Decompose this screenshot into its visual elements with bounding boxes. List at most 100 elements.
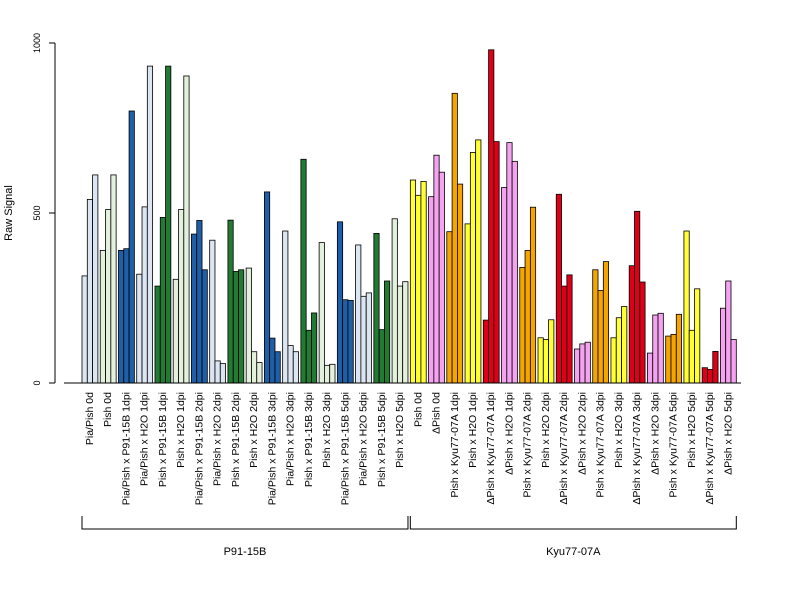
category-label: ΔPish x H2O 5dpi [722, 392, 734, 475]
bar [196, 220, 203, 384]
bar [628, 265, 635, 384]
bar [282, 230, 289, 384]
category-label: Pia/Pish x P91-15B 3dpi [266, 392, 278, 505]
bar [99, 249, 106, 384]
bar [475, 139, 482, 384]
category-label: ΔPish 0d [431, 392, 443, 434]
bar [707, 368, 714, 384]
category-label: Pish x H2O 3dpi [613, 392, 625, 468]
bar [329, 363, 336, 384]
bar [232, 271, 239, 384]
category-label: Pia/Pish x P91-15B 2dpi [193, 392, 205, 505]
bar [615, 317, 622, 384]
category-label: Pish x H2O 1dpi [175, 392, 187, 468]
category-label: Pia/Pish x H2O 3dpi [285, 392, 297, 486]
category-label: Pia/Pish x H2O 2dpi [212, 392, 224, 486]
bar [159, 217, 166, 384]
bar [720, 307, 727, 384]
category-label: ΔPish x Kyu77-07A 2dpi [558, 392, 570, 505]
category-label: Pish x H2O 2dpi [540, 392, 552, 468]
bar [238, 269, 245, 384]
bar [602, 261, 610, 384]
category-label: Pish x P91-15B 1dpi [157, 392, 169, 487]
bar [712, 350, 719, 384]
bar [415, 194, 422, 384]
category-label: ΔPish x Kyu77-07A 1dpi [485, 392, 497, 505]
bar [396, 285, 404, 384]
bar [342, 299, 349, 384]
category-label: Pish x P91-15B 2dpi [230, 392, 242, 487]
bar [592, 269, 599, 384]
bar [209, 239, 216, 384]
bar [670, 333, 677, 384]
category-label: Pish x Kyu77-07A 1dpi [449, 392, 461, 498]
bar [141, 206, 148, 384]
bar [610, 337, 617, 384]
bar [548, 319, 555, 384]
bar [191, 233, 198, 384]
bar [81, 275, 88, 384]
bar [263, 191, 271, 384]
bar [652, 314, 659, 384]
bar [118, 249, 125, 384]
bar [675, 313, 682, 384]
bar [456, 183, 464, 384]
bar [154, 285, 161, 384]
bar [355, 244, 362, 384]
bar [725, 280, 732, 384]
bar [482, 319, 489, 384]
category-label: Pia/Pish x H2O 5dpi [358, 392, 370, 486]
bar [128, 110, 135, 384]
bar [402, 281, 409, 384]
bar [634, 210, 641, 384]
bar [657, 312, 664, 384]
y-tick-label: 1000 [32, 33, 42, 53]
category-label: Pia/Pish 0d [84, 392, 96, 445]
bar [92, 174, 99, 384]
group-label: P91-15B [224, 546, 267, 558]
bar [183, 75, 190, 384]
bar [178, 209, 185, 384]
bar [305, 329, 312, 384]
y-axis: 0 500 1000 [32, 33, 56, 386]
bar [292, 351, 299, 384]
bar [324, 364, 331, 384]
bar [105, 209, 112, 384]
bar [219, 363, 226, 384]
bar [269, 337, 276, 384]
bar [251, 351, 258, 384]
group-brackets: P91-15B Kyu77-07A [81, 516, 737, 558]
bar [574, 348, 581, 384]
y-tick-label: 500 [32, 205, 42, 220]
bar [373, 232, 380, 384]
category-label: ΔPish x H2O 2dpi [576, 392, 588, 475]
bar [519, 266, 526, 384]
category-label: Pish x Kyu77-07A 2dpi [522, 392, 534, 498]
bar [86, 198, 94, 384]
bar [579, 343, 586, 384]
bar [665, 335, 672, 384]
bar [300, 158, 307, 384]
bar [391, 218, 398, 384]
bar [621, 306, 628, 384]
bar [409, 179, 417, 384]
category-label: Pish 0d [102, 392, 114, 427]
category-label: Pia/Pish x P91-15B 1dpi [120, 392, 132, 505]
bar [647, 352, 654, 384]
bar [347, 299, 354, 384]
y-tick-label: 0 [32, 380, 42, 385]
group-bracket [81, 516, 409, 530]
bar [730, 339, 737, 384]
category-label: Pia/Pish x H2O 1dpi [139, 392, 151, 486]
category-label: Pish x H2O 3dpi [321, 392, 333, 468]
bar [123, 248, 130, 384]
category-label: Pish x H2O 5dpi [394, 392, 406, 468]
y-axis-label: Raw Signal [3, 185, 15, 241]
bar [227, 219, 234, 384]
category-label: ΔPish x H2O 1dpi [503, 392, 515, 475]
bar [451, 92, 458, 384]
bar [493, 141, 500, 384]
bar [555, 193, 562, 384]
bar [694, 288, 701, 384]
